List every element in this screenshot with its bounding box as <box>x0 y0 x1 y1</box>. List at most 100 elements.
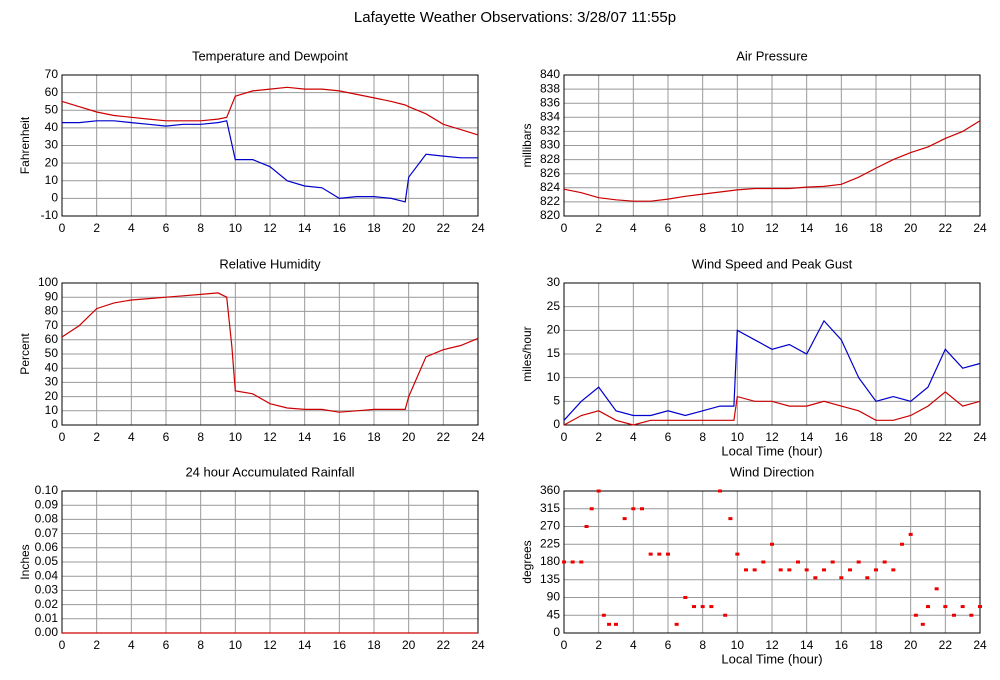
data-point <box>692 605 696 609</box>
y-tick-label: 60 <box>45 85 59 99</box>
x-tick-label: 4 <box>128 221 135 235</box>
x-tick-label: 22 <box>939 430 953 444</box>
data-point <box>607 622 612 626</box>
y-tick-label: 70 <box>45 67 59 81</box>
y-tick-label: 0.10 <box>35 483 59 497</box>
x-tick-label: 18 <box>869 638 883 652</box>
x-tick-label: 10 <box>731 221 745 235</box>
chart-title: Relative Humidity <box>219 256 321 271</box>
x-tick-label: 12 <box>765 221 779 235</box>
x-tick-label: 12 <box>765 430 779 444</box>
data-point <box>728 517 733 521</box>
data-point <box>839 576 844 580</box>
x-tick-label: 6 <box>665 430 672 444</box>
x-tick-label: 16 <box>835 430 849 444</box>
x-tick-label: 2 <box>93 430 100 444</box>
y-tick-label: 40 <box>45 120 59 134</box>
data-point <box>934 587 939 591</box>
x-tick-label: 4 <box>128 430 135 444</box>
x-axis-label: Local Time (hour) <box>721 651 822 666</box>
x-tick-label: 24 <box>471 638 485 652</box>
data-point <box>562 560 566 564</box>
x-tick-label: 22 <box>939 221 953 235</box>
x-tick-label: 12 <box>263 221 277 235</box>
x-tick-label: 10 <box>731 638 745 652</box>
data-point <box>913 613 918 617</box>
x-tick-label: 0 <box>59 430 66 444</box>
y-tick-label: 0.06 <box>35 540 59 554</box>
y-tick-label: 30 <box>45 375 59 389</box>
x-tick-label: 8 <box>197 638 204 652</box>
x-tick-label: 8 <box>197 221 204 235</box>
x-tick-label: 14 <box>298 221 312 235</box>
data-point <box>804 568 809 572</box>
x-tick-label: 12 <box>263 430 277 444</box>
y-tick-label: 70 <box>45 318 59 332</box>
data-point <box>874 568 878 572</box>
y-axis-label: degrees <box>520 540 534 583</box>
y-tick-label: 45 <box>547 607 561 621</box>
data-point <box>969 613 974 617</box>
y-tick-label: 830 <box>540 138 560 152</box>
x-tick-label: 24 <box>471 430 485 444</box>
x-tick-label: 20 <box>402 430 416 444</box>
chart-title: Wind Speed and Peak Gust <box>692 256 853 271</box>
data-line <box>61 86 479 136</box>
data-point <box>978 605 982 609</box>
y-axis-label: millibars <box>520 123 534 167</box>
data-point <box>943 605 948 609</box>
y-tick-label: 0.05 <box>35 554 59 568</box>
y-tick-label: 135 <box>540 572 560 586</box>
data-point <box>631 507 636 511</box>
data-point <box>865 576 870 580</box>
x-tick-label: 24 <box>973 221 987 235</box>
x-tick-label: 12 <box>263 638 277 652</box>
chart-title: Air Pressure <box>736 48 808 63</box>
data-line <box>563 391 981 426</box>
y-axis-label: Inches <box>18 544 32 579</box>
y-axis-label: Percent <box>18 333 32 375</box>
data-point <box>848 568 852 572</box>
x-tick-label: 4 <box>630 430 637 444</box>
plot-frame <box>61 282 479 426</box>
x-tick-label: 2 <box>93 221 100 235</box>
data-point <box>584 525 589 528</box>
x-tick-label: 16 <box>333 638 347 652</box>
x-tick-label: 0 <box>59 221 66 235</box>
x-tick-label: 6 <box>665 221 672 235</box>
data-point <box>882 560 887 564</box>
x-tick-label: 6 <box>163 221 170 235</box>
x-tick-label: 8 <box>699 221 706 235</box>
data-point <box>589 507 594 511</box>
y-tick-label: 820 <box>540 208 560 222</box>
y-tick-label: 315 <box>540 501 560 515</box>
y-tick-label: 50 <box>45 102 59 116</box>
y-tick-label: 180 <box>540 554 560 568</box>
y-tick-label: 10 <box>547 370 561 384</box>
data-point <box>709 605 714 609</box>
data-point <box>752 568 757 572</box>
chart-title: 24 hour Accumulated Rainfall <box>185 464 354 479</box>
x-tick-label: 4 <box>630 638 637 652</box>
x-tick-label: 2 <box>595 221 602 235</box>
data-point <box>761 560 766 564</box>
x-tick-label: 2 <box>93 638 100 652</box>
x-tick-label: 14 <box>800 221 814 235</box>
data-point <box>718 489 722 493</box>
x-tick-label: 10 <box>229 638 243 652</box>
x-tick-label: 8 <box>197 430 204 444</box>
data-point <box>596 489 601 493</box>
y-tick-label: 0 <box>553 417 560 431</box>
data-point <box>908 532 913 536</box>
y-tick-label: 90 <box>45 289 59 303</box>
x-tick-label: 2 <box>595 638 602 652</box>
x-tick-label: 18 <box>367 638 381 652</box>
y-tick-label: 824 <box>540 180 560 194</box>
data-point <box>778 568 783 572</box>
x-tick-label: 22 <box>437 221 451 235</box>
data-point <box>830 560 835 564</box>
data-point <box>796 560 800 564</box>
x-tick-label: 4 <box>128 638 135 652</box>
data-point <box>601 613 606 617</box>
x-tick-label: 12 <box>765 638 779 652</box>
